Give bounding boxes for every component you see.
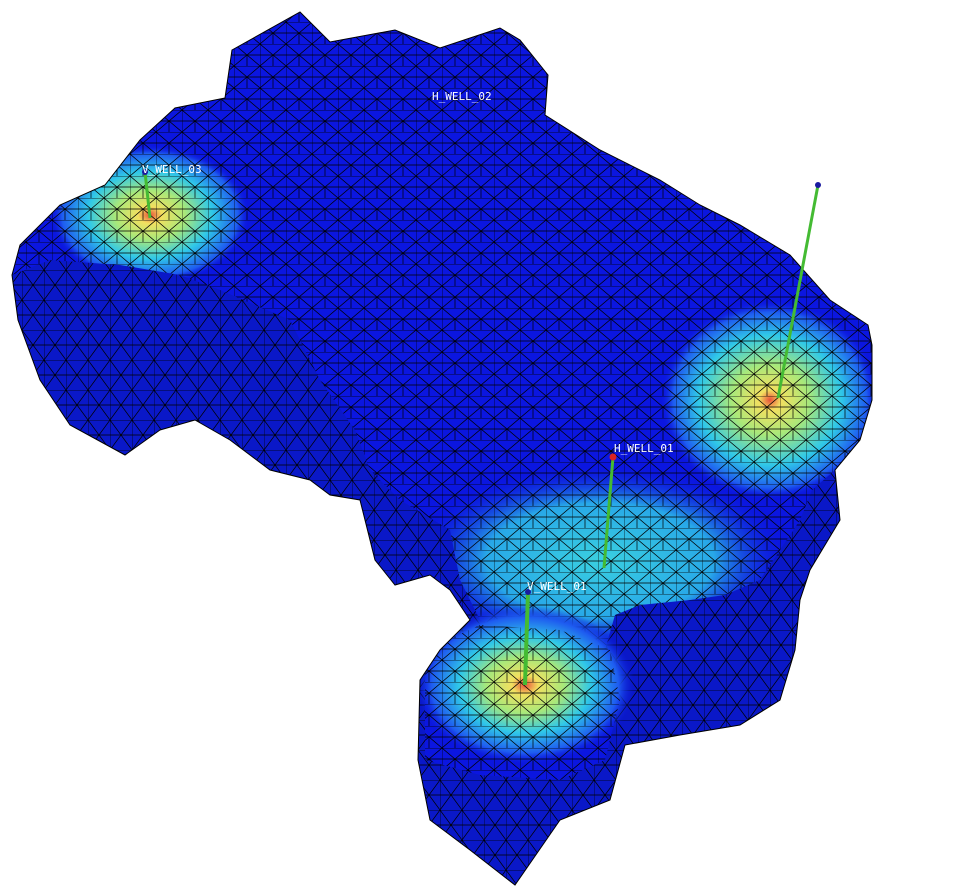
well-h-well-02[interactable]: H_WELL_02	[432, 90, 492, 103]
well-label: H_WELL_01	[614, 442, 674, 455]
well-label: V_WELL_01	[527, 580, 587, 593]
well-v-well-01[interactable]: V_WELL_01	[523, 580, 587, 686]
well-label: H_WELL_02	[432, 90, 492, 103]
mesh-outline	[11, 11, 873, 886]
vertical-well-marker	[815, 182, 821, 188]
well-unlabeled-east[interactable]	[776, 182, 821, 399]
vertical-well-marker	[525, 589, 531, 595]
well-v-well-03[interactable]: V_WELL_03	[142, 163, 202, 219]
horizontal-well-marker	[609, 453, 617, 461]
well-h-well-01[interactable]: H_WELL_01	[602, 442, 674, 569]
vertical-well-marker	[142, 169, 148, 175]
well-label: V_WELL_03	[142, 163, 202, 176]
